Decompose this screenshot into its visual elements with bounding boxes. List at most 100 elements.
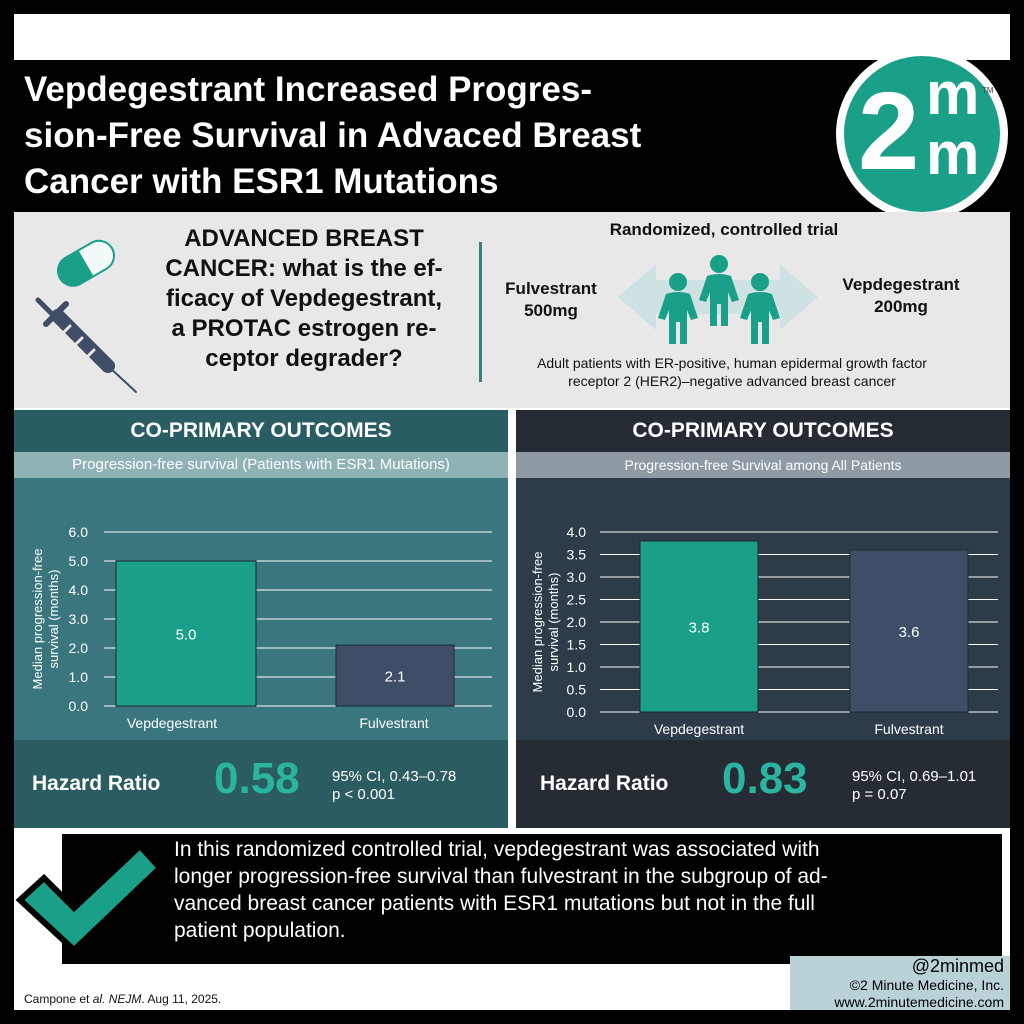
p-value: p < 0.001 [332, 786, 395, 803]
question-line: CANCER: what is the ef- [165, 255, 443, 282]
y-tick-label: 4.0 [567, 524, 587, 540]
pill-icon [57, 239, 115, 287]
citation: Campone et al. NEJM. Aug 11, 2025. [24, 992, 221, 1006]
arm-drug: Vepdegestrant [842, 275, 960, 294]
arm-drug: Fulvestrant [505, 279, 597, 298]
syringe-icon [35, 297, 137, 393]
hazard-ratio-value: 0.83 [722, 754, 808, 803]
data-label: 2.1 [385, 669, 406, 686]
confidence-interval: 95% CI, 0.69–1.01 [852, 768, 977, 785]
question-line: a PROTAC estrogen re- [171, 315, 437, 342]
panel-heading: CO-PRIMARY OUTCOMES [14, 410, 508, 452]
y-tick-label: 1.0 [69, 669, 89, 685]
data-label: 3.6 [899, 624, 920, 641]
x-tick-label: Vepdegestrant [127, 715, 217, 731]
y-tick-label: 0.5 [567, 682, 587, 698]
conclusion-band [62, 834, 1002, 964]
citation-date: . Aug 11, 2025. [141, 992, 222, 1006]
conclusion-line: In this randomized controlled trial, vep… [174, 838, 820, 861]
y-tick-label: 0.0 [567, 704, 587, 720]
arm-vepdegestrant: Vepdegestrant 200mg [826, 274, 976, 318]
y-axis-label-line: Median progression-free [530, 552, 545, 693]
population-line: Adult patients with ER-positive, human e… [537, 355, 927, 371]
y-tick-label: 1.0 [567, 659, 587, 675]
y-tick-label: 2.0 [567, 614, 587, 630]
outcome-panel-all: CO-PRIMARY OUTCOMES Progression-free Sur… [516, 410, 1010, 828]
p-value: p = 0.07 [852, 786, 907, 803]
y-tick-label: 3.0 [567, 569, 587, 585]
conclusion-line: patient population. [174, 919, 346, 942]
divider [479, 242, 482, 382]
bar-vepdegestrant [639, 540, 759, 713]
hazard-ratio-band: Hazard Ratio 0.83 95% CI, 0.69–1.01 p = … [516, 740, 1010, 828]
title-line: sion-Free Survival in Advaced Breast [24, 116, 642, 155]
arm-fulvestrant: Fulvestrant 500mg [492, 278, 610, 322]
pfs-chart-esr1: 0.0 1.0 2.0 3.0 4.0 5.0 6.0 5.0 Vepdegestrant 2.1… [14, 478, 508, 740]
hazard-ratio-label: Hazard Ratio [540, 772, 669, 795]
y-tick-label: 5.0 [69, 553, 89, 569]
y-tick-label: 3.5 [567, 547, 587, 563]
hazard-ratio-stats: 95% CI, 0.43–0.78 p < 0.001 [332, 768, 456, 804]
y-tick-label: 1.5 [567, 637, 587, 653]
credit-box: @2minmed ©2 Minute Medicine, Inc. www.2m… [790, 956, 1010, 1010]
y-tick-label: 0.0 [69, 698, 89, 714]
logo-letter-bottom: m [926, 120, 980, 187]
panel-heading: CO-PRIMARY OUTCOMES [516, 410, 1010, 452]
conclusion-text: In this randomized controlled trial, vep… [174, 836, 1000, 944]
trademark-mark: TM [982, 86, 994, 95]
chart-title: Progression-free survival (Patients with… [14, 452, 508, 478]
bar-fulvestrant [335, 644, 455, 707]
title-line: Vepdegestrant Increased Progres- [24, 70, 592, 109]
hazard-ratio-value: 0.58 [214, 754, 300, 803]
y-axis-label-line: survival (months) [546, 573, 561, 672]
trial-design: Randomized, controlled trial [609, 220, 839, 239]
checkmark-icon [15, 841, 164, 955]
logo-letter-top: m [926, 60, 980, 127]
citation-journal: al. NEJM [92, 992, 142, 1006]
study-design-band [14, 212, 1010, 408]
conclusion-line: vanced breast cancer patients with ESR1 … [174, 892, 815, 915]
population-line: receptor 2 (HER2)–negative advanced brea… [568, 373, 896, 389]
copyright: ©2 Minute Medicine, Inc. [849, 977, 1004, 993]
chart-title: Progression-free Survival among All Pati… [516, 452, 1010, 478]
arm-dose: 200mg [874, 297, 928, 316]
data-label: 5.0 [176, 627, 197, 644]
hazard-ratio-label: Hazard Ratio [32, 772, 161, 795]
page-title: Vepdegestrant Increased Progres- sion-Fr… [24, 67, 824, 205]
y-axis-label-line: survival (months) [46, 570, 61, 669]
social-handle: @2minmed [911, 956, 1004, 976]
pfs-chart-all: 0.0 0.5 1.0 1.5 2.0 2.5 3.0 3.5 4.0 3.8 Vepdegestr… [516, 478, 1010, 740]
patients-icon [658, 255, 780, 344]
title-line: Cancer with ESR1 Mutations [24, 162, 499, 201]
bar-vepdegestrant [115, 560, 257, 707]
research-question: ADVANCED BREAST CANCER: what is the ef- … [132, 224, 476, 374]
bar-chart: 0.0 0.5 1.0 1.5 2.0 2.5 3.0 3.5 4.0 3.8 Vepdegestr… [530, 524, 998, 737]
data-label: 3.8 [689, 620, 710, 637]
y-tick-label: 4.0 [69, 582, 89, 598]
logo-number: 2 [858, 70, 920, 193]
patient-population: Adult patients with ER-positive, human e… [484, 354, 980, 390]
x-tick-label: Vepdegestrant [654, 721, 744, 737]
hazard-ratio-stats: 95% CI, 0.69–1.01 p = 0.07 [852, 768, 976, 804]
question-line: ADVANCED BREAST [184, 225, 424, 252]
confidence-interval: 95% CI, 0.43–0.78 [332, 768, 457, 785]
question-line: ficacy of Vepdegestrant, [165, 285, 443, 312]
infographic: Vepdegestrant Increased Progres- sion-Fr… [14, 14, 1010, 1010]
bar-fulvestrant [849, 549, 969, 713]
outcome-panel-esr1: CO-PRIMARY OUTCOMES Progression-free sur… [14, 410, 508, 828]
y-axis-label: Median progression-free survival (months) [30, 549, 61, 690]
bar-chart: 0.0 1.0 2.0 3.0 4.0 5.0 6.0 5.0 Vepdegestrant 2.1… [30, 524, 492, 731]
y-tick-label: 6.0 [69, 524, 89, 540]
conclusion-line: longer progression-free survival than fu… [174, 865, 828, 888]
x-tick-label: Fulvestrant [359, 715, 428, 731]
arm-dose: 500mg [524, 301, 578, 320]
y-axis-label-line: Median progression-free [30, 549, 45, 690]
y-tick-label: 2.0 [69, 640, 89, 656]
question-line: ceptor degrader? [205, 345, 403, 372]
y-axis-label: Median progression-free survival (months) [530, 552, 561, 693]
x-tick-label: Fulvestrant [874, 721, 943, 737]
logo: 2 m m [844, 56, 1000, 212]
y-tick-label: 2.5 [567, 592, 587, 608]
y-tick-label: 3.0 [69, 611, 89, 627]
hazard-ratio-band: Hazard Ratio 0.58 95% CI, 0.43–0.78 p < … [14, 740, 508, 828]
